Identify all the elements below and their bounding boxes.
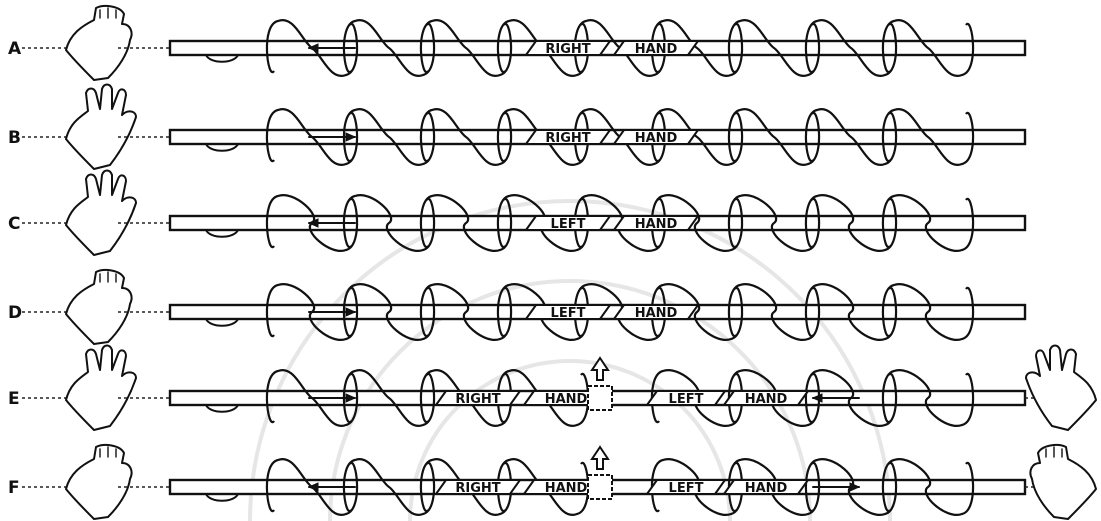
conveyor-row-a: A RIGHT HAND [8, 5, 1027, 81]
label-e-hand-2-text: HAND [745, 392, 788, 407]
shaft-lug [205, 229, 239, 238]
shaft-lug [205, 318, 239, 327]
flight-c-1 [342, 194, 436, 252]
label-c-hand-text: HAND [635, 217, 678, 232]
flight-d-7 [804, 283, 898, 341]
rotation-arrow-e-2 [811, 393, 860, 403]
label-a-hand: HAND [612, 40, 700, 57]
hand-left-b [65, 83, 137, 170]
label-e-hand-type-2-text: LEFT [669, 392, 704, 407]
rotation-arrow-a [307, 43, 356, 53]
flight-a-8 [881, 19, 975, 77]
rotation-arrow-c [307, 218, 356, 228]
row-letter-e: E [8, 389, 20, 409]
label-f-hand-type-2: LEFT [645, 479, 727, 496]
hand-left-e [65, 344, 137, 431]
flight-b-8 [881, 108, 975, 166]
rotation-arrow-b [308, 132, 357, 142]
split-coupling-e [587, 356, 613, 411]
label-b-hand-text: HAND [635, 131, 678, 146]
row-letter-b: B [8, 128, 21, 148]
hand-left-f [65, 444, 133, 520]
label-f-hand-2-text: HAND [745, 481, 788, 496]
label-c-hand-type: LEFT [524, 215, 612, 232]
conveyor-row-b: B RIGHT HAND [8, 83, 1027, 170]
flight-a-2 [419, 19, 513, 77]
discharge-arrow-icon [590, 445, 610, 470]
flight-e-8 [881, 369, 975, 427]
split-coupling-f [587, 445, 613, 500]
flight-b-7 [804, 108, 898, 166]
row-letter-c: C [8, 214, 20, 234]
shaft-lug [205, 493, 239, 502]
flight-f-8 [881, 458, 975, 516]
label-d-hand: HAND [612, 304, 700, 321]
flight-d-5 [650, 283, 744, 341]
flight-d-2 [419, 283, 513, 341]
rotation-arrow-e [308, 393, 357, 403]
flight-c-5 [650, 194, 744, 252]
flight-c-2 [419, 194, 513, 252]
flight-b-1 [342, 108, 436, 166]
label-e-hand-type-text: RIGHT [455, 392, 500, 407]
label-e-hand-type: RIGHT [434, 390, 522, 407]
conveyor-row-d: D LEFT HAND [8, 269, 1027, 345]
label-b-hand: HAND [612, 129, 700, 146]
flight-f-1 [342, 458, 436, 516]
flight-d-8 [881, 283, 975, 341]
hand-left-d [65, 269, 133, 345]
flight-a-6 [727, 19, 821, 77]
label-c-hand-type-text: LEFT [551, 217, 586, 232]
hand-left-c [65, 169, 137, 256]
flight-a-7 [804, 19, 898, 77]
hand-left-a [65, 5, 133, 81]
row-letter-a: A [8, 39, 22, 59]
label-f-hand-type-text: RIGHT [455, 481, 500, 496]
flight-c-7 [804, 194, 898, 252]
conveyor-row-c: C LEFT HAND [8, 169, 1027, 256]
flight-c-8 [881, 194, 975, 252]
flight-d-1 [342, 283, 436, 341]
shaft-lug [205, 404, 239, 413]
hand-right-f [1029, 444, 1097, 520]
label-a-hand-type-text: RIGHT [545, 42, 590, 57]
label-f-hand-2: HAND [722, 479, 810, 496]
conveyor-row-f: F RIGHT HAND LEFT HAND [8, 444, 1097, 520]
rotation-arrow-f [307, 482, 356, 492]
label-b-hand-type-text: RIGHT [545, 131, 590, 146]
label-e-hand-2: HAND [722, 390, 810, 407]
flight-c-6 [727, 194, 821, 252]
flight-d-6 [727, 283, 821, 341]
flight-b-2 [419, 108, 513, 166]
row-letter-d: D [8, 303, 22, 323]
shaft-lug [205, 143, 239, 152]
label-e-hand-type-2: LEFT [645, 390, 727, 407]
label-f-hand-type-2-text: LEFT [669, 481, 704, 496]
hand-right-e [1025, 344, 1097, 431]
flight-e-1 [342, 369, 436, 427]
label-a-hand-type: RIGHT [524, 40, 612, 57]
flight-b-6 [727, 108, 821, 166]
conveyor-row-e: E RIGHT HAND LEFT HAND [8, 344, 1097, 431]
row-letter-f: F [8, 478, 20, 498]
watermark-seal [248, 199, 892, 521]
rotation-arrow-f-2 [812, 482, 861, 492]
label-d-hand-type-text: LEFT [551, 306, 586, 321]
label-c-hand: HAND [612, 215, 700, 232]
label-a-hand-text: HAND [635, 42, 678, 57]
label-b-hand-type: RIGHT [524, 129, 612, 146]
label-f-hand-type: RIGHT [434, 479, 522, 496]
label-e-hand-text: HAND [545, 392, 588, 407]
flight-a-1 [342, 19, 436, 77]
label-d-hand-type: LEFT [524, 304, 612, 321]
discharge-arrow-icon [590, 356, 610, 381]
label-f-hand-text: HAND [545, 481, 588, 496]
shaft-lug [205, 54, 239, 63]
label-d-hand-text: HAND [635, 306, 678, 321]
rotation-arrow-d [308, 307, 357, 317]
